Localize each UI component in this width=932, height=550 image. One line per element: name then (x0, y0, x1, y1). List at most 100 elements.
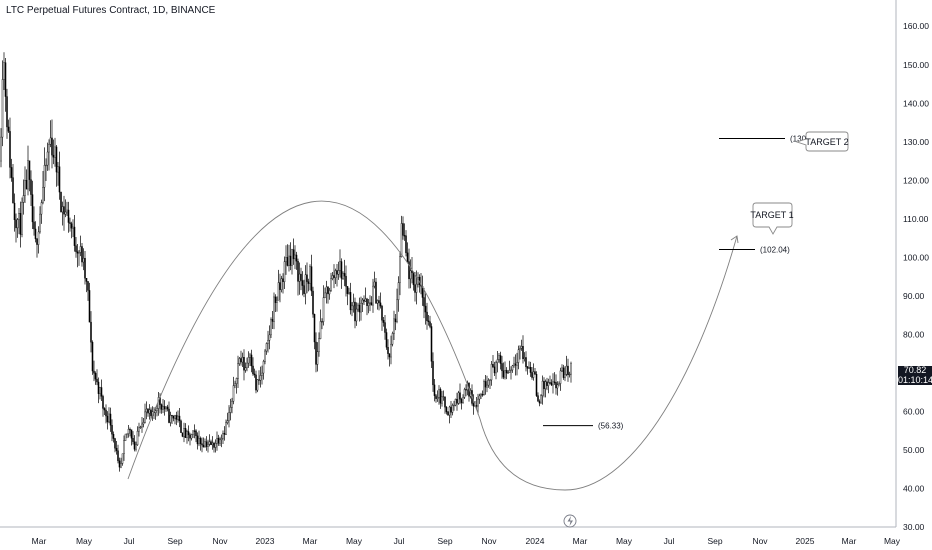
candle (426, 302, 428, 330)
candle (57, 162, 59, 186)
candle (79, 235, 82, 257)
candle (240, 350, 242, 366)
x-tick-label: 2023 (256, 536, 275, 546)
candle (496, 350, 499, 373)
candle (183, 422, 185, 443)
candle (547, 378, 550, 394)
candle (528, 361, 530, 369)
candle (436, 390, 439, 402)
candle (208, 434, 211, 447)
candle (480, 392, 482, 399)
candle (306, 262, 308, 294)
candle (498, 353, 500, 363)
candle (148, 404, 151, 420)
candle (6, 88, 8, 139)
candle (115, 441, 118, 455)
candle (288, 244, 290, 272)
candle (94, 371, 97, 385)
candle (387, 339, 389, 360)
candle (166, 404, 169, 412)
candle (531, 367, 533, 380)
candle (445, 406, 448, 415)
candle (549, 375, 551, 385)
candle (483, 379, 485, 396)
lightning-icon[interactable] (563, 514, 577, 528)
candle (532, 363, 535, 381)
candle (511, 364, 514, 373)
candle (444, 396, 446, 414)
candle (69, 217, 71, 232)
x-tick-label: Sep (707, 536, 722, 546)
candles-layer (0, 52, 572, 472)
candle (142, 418, 145, 428)
candle (196, 432, 199, 450)
x-tick-label: Nov (481, 536, 497, 546)
x-tick-label: Mar (32, 536, 47, 546)
candle (543, 377, 545, 398)
candle (27, 145, 29, 196)
candle (331, 271, 334, 281)
x-tick-label: Jul (394, 536, 405, 546)
candle (90, 311, 92, 353)
candle (121, 453, 124, 466)
candle (478, 393, 481, 404)
candle (562, 364, 565, 380)
candle (412, 271, 415, 291)
candle (81, 242, 83, 267)
candle (537, 392, 539, 402)
candle (438, 385, 440, 405)
candle (198, 430, 200, 447)
candle (279, 273, 281, 303)
candle (172, 415, 175, 422)
candle (10, 158, 13, 182)
candle (64, 199, 67, 218)
candle (268, 325, 271, 350)
candle (546, 377, 548, 391)
candle (502, 362, 505, 380)
candle (393, 310, 395, 340)
candle (262, 359, 265, 380)
x-tick-label: 2025 (796, 536, 815, 546)
candle (138, 422, 140, 437)
candle (400, 215, 403, 258)
candle (322, 285, 325, 326)
candle (243, 349, 245, 381)
candle (174, 414, 176, 425)
callout-target-2[interactable]: TARGET 2 (795, 131, 849, 152)
candle (9, 117, 11, 179)
candle (0, 128, 2, 168)
callout-target-1[interactable]: TARGET 1 (750, 202, 794, 235)
candle (34, 221, 37, 243)
candle (460, 397, 463, 410)
candle (220, 434, 223, 448)
candle (226, 412, 229, 425)
candle (448, 405, 451, 424)
candle (195, 429, 197, 443)
candle (297, 258, 299, 296)
candle (91, 340, 94, 375)
candle (258, 370, 260, 385)
x-tick-label: May (616, 536, 633, 546)
candle (39, 206, 41, 234)
y-tick-label: 100.00 (903, 252, 929, 262)
candle (352, 293, 355, 313)
candle (190, 433, 193, 441)
candle (508, 360, 511, 373)
candle (292, 238, 295, 265)
candle (397, 276, 400, 312)
candle (439, 387, 442, 409)
y-tick-label: 60.00 (903, 406, 925, 416)
callout-target-2-text: TARGET 2 (805, 137, 848, 147)
candle (1, 60, 4, 147)
candle (510, 366, 512, 380)
candle (25, 169, 28, 190)
candle (462, 394, 464, 404)
candle (564, 366, 566, 382)
candle (457, 390, 460, 405)
candle (124, 433, 127, 441)
candle (37, 226, 40, 254)
candle (351, 302, 353, 317)
last-price-tag: 70.82 01:10:14 (898, 365, 932, 385)
candle (264, 349, 266, 365)
